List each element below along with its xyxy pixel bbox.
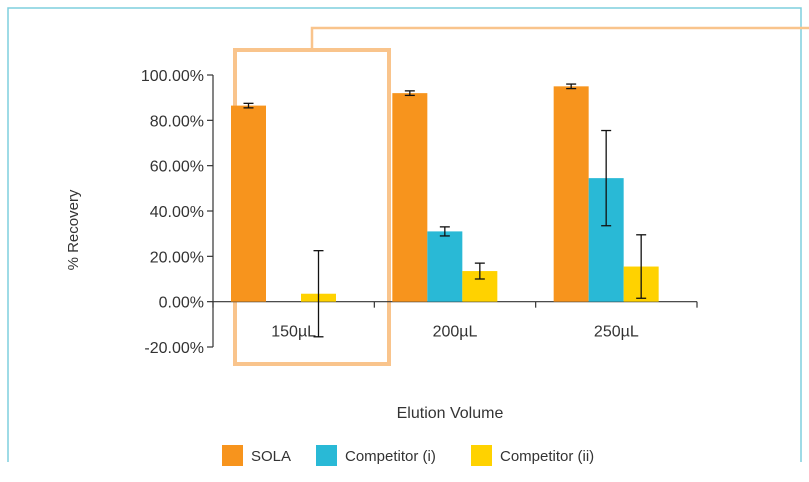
legend-label: SOLA xyxy=(251,448,291,465)
y-axis-label: % Recovery xyxy=(65,189,82,270)
legend-swatch xyxy=(471,445,492,466)
legend: SOLA Competitor (i) Competitor (ii) xyxy=(222,445,594,466)
y-tick-label: 20.00% xyxy=(150,249,204,266)
y-tick-label: 60.00% xyxy=(150,159,204,176)
legend-label: Competitor (i) xyxy=(345,448,436,465)
panel-border xyxy=(7,7,802,462)
error-bars xyxy=(243,83,647,338)
bars xyxy=(231,86,659,302)
x-tick-label: 150µL xyxy=(271,324,316,341)
highlight-annotation xyxy=(233,26,809,366)
y-tick-label: 100.00% xyxy=(141,68,204,85)
legend-swatch xyxy=(222,445,243,466)
axes: 100.00% 80.00% 60.00% 40.00% 20.00% 0.00% -20.… xyxy=(141,68,698,357)
bar xyxy=(553,86,589,302)
x-axis-label: Elution Volume xyxy=(397,405,504,422)
y-tick-label: -20.00% xyxy=(144,340,204,357)
bar xyxy=(427,231,463,302)
legend-swatch xyxy=(316,445,337,466)
legend-label: Competitor (ii) xyxy=(500,448,594,465)
y-tick-label: 80.00% xyxy=(150,113,204,130)
y-tick-label: 0.00% xyxy=(159,295,204,312)
x-tick-label: 250µL xyxy=(594,324,639,341)
y-tick-label: 40.00% xyxy=(150,204,204,221)
bar xyxy=(231,105,266,302)
panel-frame xyxy=(7,7,802,462)
bar xyxy=(392,93,428,302)
highlight-callout-line xyxy=(310,26,809,48)
x-tick-label: 200µL xyxy=(433,324,478,341)
